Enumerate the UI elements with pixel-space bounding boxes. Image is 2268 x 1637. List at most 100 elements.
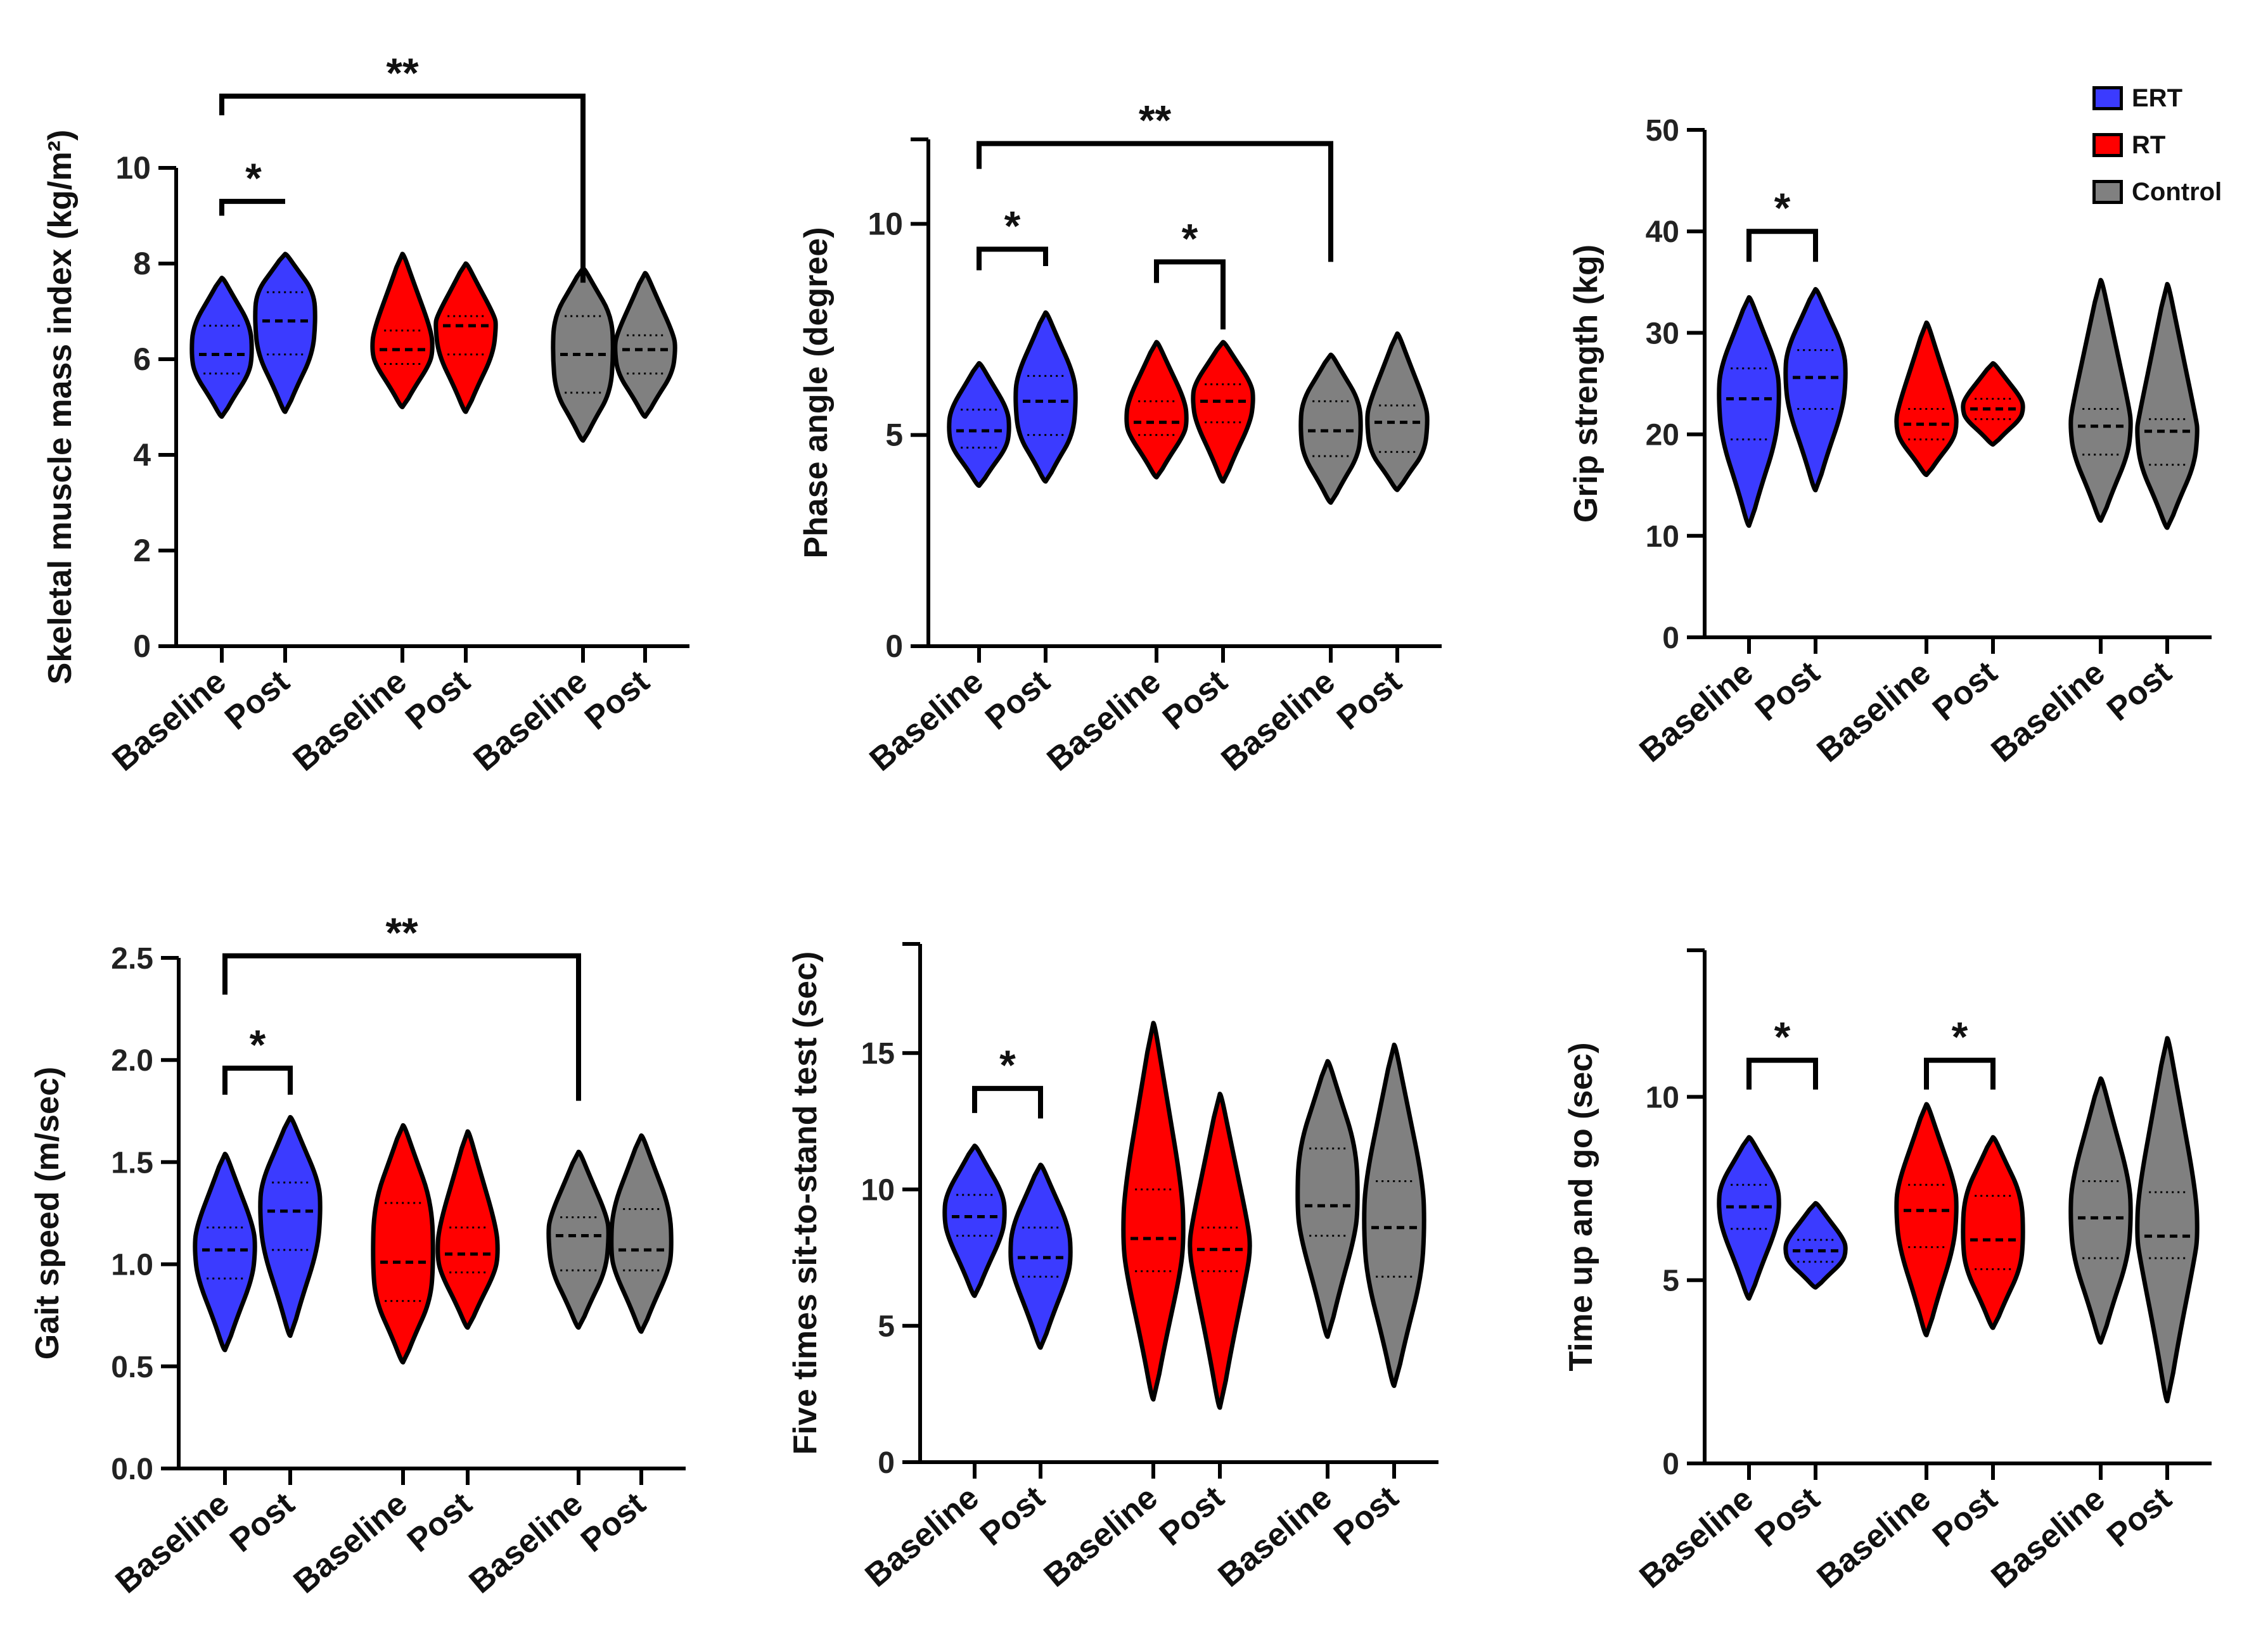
tug-xtick-label: Baseline <box>1810 1481 1938 1596</box>
sts-ytick-label: 5 <box>878 1310 895 1344</box>
legend-item-rt: RT <box>2092 122 2222 169</box>
tug-xtick-label: Baseline <box>1633 1481 1760 1596</box>
grip-ytick-label: 10 <box>1646 520 1679 554</box>
gait-violin-rt-baseline <box>371 1123 435 1365</box>
grip-violin-rt-baseline <box>1894 320 1959 478</box>
grip-xtick-label: Post <box>2100 654 2179 729</box>
phase-significance-bracket <box>1154 259 1226 329</box>
tug-ytick-label: 10 <box>1646 1081 1679 1114</box>
tug-violin-rt-baseline <box>1894 1102 1959 1337</box>
sts-violin-rt-baseline <box>1121 1021 1186 1402</box>
tug-xtick-label: Post <box>1748 1481 1827 1555</box>
grip-y-label: Grip strength (kg) <box>1568 245 1605 523</box>
tug-significance-bracket <box>1924 1057 1996 1090</box>
phase-violin-ert-post <box>1013 310 1078 484</box>
phase-xtick-label: Baseline <box>1215 663 1342 779</box>
gait-xtick-label: Post <box>400 1486 479 1560</box>
sts-xtick-label: Baseline <box>1212 1479 1339 1595</box>
sts-y-label: Five times sit-to-stand test (sec) <box>787 952 824 1455</box>
smmi-significance-label: ** <box>386 49 419 96</box>
grip-violin-control-post <box>2135 282 2200 530</box>
gait-xtick-label: Baseline <box>463 1486 590 1601</box>
gait-ytick-label: 2.5 <box>111 942 153 976</box>
smmi-y-label: Skeletal muscle mass index (kg/m²) <box>42 130 79 685</box>
legend-item-control: Control <box>2092 169 2222 215</box>
sts-ytick-label: 15 <box>861 1037 895 1071</box>
sts-violin-control-post <box>1362 1042 1426 1388</box>
phase-violin-rt-post <box>1191 340 1255 484</box>
phase-xtick-label: Post <box>1330 663 1409 737</box>
gait-significance-label: * <box>250 1021 266 1068</box>
grip-xtick-label: Baseline <box>1810 654 1938 770</box>
legend-label-control: Control <box>2132 177 2222 206</box>
tug-xtick-label: Baseline <box>1985 1481 2112 1596</box>
phase-violin-ert-baseline <box>947 360 1011 488</box>
phase-violin-control-baseline <box>1298 352 1363 505</box>
grip-xtick-label: Post <box>1926 654 2004 729</box>
smmi-xtick-label: Baseline <box>467 663 594 779</box>
tug-violin-control-post <box>2135 1036 2200 1404</box>
grip-ytick-label: 0 <box>1662 621 1679 655</box>
gait-significance-label: ** <box>385 909 418 956</box>
smmi-ytick-label: 2 <box>133 533 151 568</box>
sts-ytick-label: 10 <box>861 1173 895 1207</box>
gait-xtick-label: Baseline <box>109 1486 236 1601</box>
smmi-ytick-label: 6 <box>133 341 151 377</box>
legend-item-ert: ERT <box>2092 75 2222 122</box>
smmi-xtick-label: Post <box>218 663 297 737</box>
smmi-violin-control-post <box>613 271 677 419</box>
phase-y-label: Phase angle (degree) <box>798 227 835 558</box>
tug-violin-rt-post <box>1961 1135 2025 1330</box>
smmi-significance-label: * <box>245 155 262 201</box>
tug-violin-control-baseline <box>2068 1076 2133 1345</box>
smmi-xtick-label: Baseline <box>286 663 414 779</box>
tug-xtick-label: Post <box>1926 1481 2004 1555</box>
phase-significance-bracket <box>977 246 1048 271</box>
panel-sts: 0 5 10 15 Five times sit-to-stand test (sec)… <box>787 942 1438 1595</box>
grip-ytick-label: 40 <box>1646 215 1679 249</box>
smmi-ytick-label: 0 <box>133 628 151 664</box>
gait-xtick-label: Post <box>223 1486 302 1560</box>
panels: 0 2 4 6 8 10 Skeletal muscle mass index (kg/m²… <box>29 49 2212 1601</box>
tug-significance-label: * <box>1774 1014 1791 1061</box>
grip-violin-rt-post <box>1961 360 2025 447</box>
grip-ytick-label: 50 <box>1646 114 1679 148</box>
panel-gait: 0.0 0.5 1.0 1.5 2.0 2.5 Gait speed (m/sec) Base… <box>29 909 686 1601</box>
sts-violin-ert-baseline <box>942 1143 1007 1298</box>
phase-ytick-label: 10 <box>868 206 903 241</box>
grip-violin-ert-post <box>1783 287 1848 493</box>
phase-ytick-label: 5 <box>885 417 903 453</box>
gait-violin-ert-post <box>258 1114 323 1338</box>
gait-ytick-label: 0.5 <box>111 1351 153 1384</box>
phase-xtick-label: Post <box>978 663 1057 737</box>
smmi-violin-control-baseline <box>551 266 615 443</box>
tug-xtick-label: Post <box>2100 1481 2179 1555</box>
smmi-ytick-label: 4 <box>133 437 151 473</box>
grip-xtick-label: Post <box>1748 654 1827 729</box>
tug-ytick-label: 5 <box>1662 1264 1679 1298</box>
phase-significance-label: * <box>1182 215 1198 262</box>
phase-xtick-label: Post <box>1156 663 1234 737</box>
phase-significance-label: ** <box>1139 97 1172 144</box>
sts-violin-rt-post <box>1188 1092 1252 1410</box>
sts-xtick-label: Baseline <box>1037 1479 1165 1595</box>
tug-violin-ert-post <box>1783 1201 1848 1290</box>
sts-xtick-label: Post <box>1327 1479 1406 1553</box>
phase-xtick-label: Baseline <box>863 663 990 779</box>
gait-violin-ert-baseline <box>193 1152 257 1353</box>
legend-swatch-control <box>2092 180 2123 204</box>
gait-y-label: Gait speed (m/sec) <box>29 1067 66 1360</box>
phase-significance-label: * <box>1004 202 1021 249</box>
gait-ytick-label: 0.0 <box>111 1453 153 1486</box>
gait-violin-control-baseline <box>546 1149 611 1330</box>
sts-violin-control-baseline <box>1295 1059 1360 1339</box>
legend-swatch-rt <box>2092 133 2123 157</box>
grip-significance-label: * <box>1774 184 1791 231</box>
phase-violin-rt-baseline <box>1124 340 1189 480</box>
gait-significance-bracket <box>222 1066 293 1095</box>
gait-violin-control-post <box>609 1133 674 1334</box>
